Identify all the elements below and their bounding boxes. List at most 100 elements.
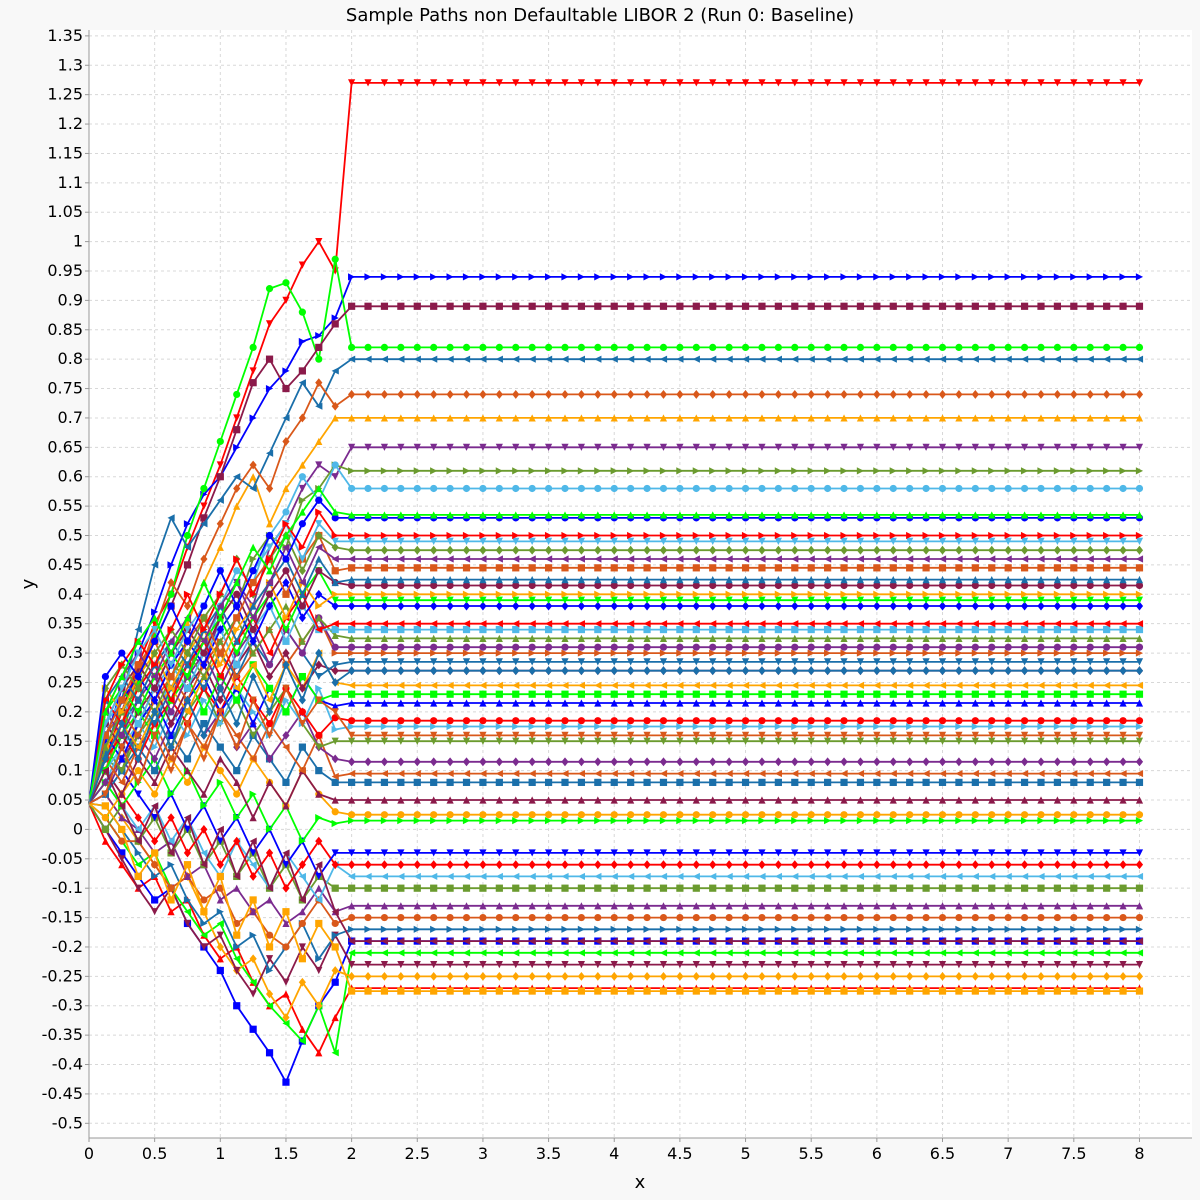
data-point: [380, 913, 389, 922]
data-point: [659, 443, 668, 451]
data-point: [1086, 722, 1094, 731]
data-point: [774, 649, 782, 657]
data-point: [544, 545, 553, 555]
data-point: [643, 343, 651, 352]
data-point: [692, 913, 700, 922]
x-tick-label: 1.5: [273, 1144, 298, 1163]
data-point: [315, 378, 323, 388]
data-point: [446, 971, 454, 981]
data-point: [528, 849, 536, 857]
data-point: [988, 545, 996, 555]
data-point: [528, 484, 536, 493]
data-point: [282, 908, 290, 916]
data-point: [577, 937, 586, 945]
data-point: [709, 531, 717, 540]
data-point: [544, 643, 553, 651]
data-point: [610, 620, 618, 628]
data-point: [544, 273, 553, 281]
data-point: [462, 971, 471, 981]
data-point: [512, 625, 520, 634]
data-point: [741, 531, 750, 540]
data-point: [462, 937, 471, 945]
data-point: [988, 722, 996, 731]
data-point: [479, 555, 487, 563]
data-point: [577, 884, 586, 892]
data-point: [610, 343, 618, 352]
data-point: [856, 273, 865, 281]
data-point: [315, 238, 323, 246]
data-point: [380, 581, 389, 590]
data-point: [200, 684, 208, 692]
data-point: [1037, 949, 1045, 957]
data-point: [413, 699, 421, 707]
data-point: [430, 722, 438, 731]
data-point: [856, 649, 865, 657]
data-point: [1037, 757, 1045, 767]
data-point: [610, 414, 618, 422]
data-point: [413, 849, 421, 857]
data-point: [462, 273, 471, 281]
data-point: [249, 708, 257, 716]
data-point: [544, 564, 553, 572]
data-point: [955, 467, 963, 475]
data-point: [380, 971, 389, 981]
y-tick-label: -0.4: [52, 1055, 83, 1074]
data-point: [512, 913, 520, 922]
data-point: [479, 467, 487, 475]
data-point: [774, 484, 782, 493]
data-point: [922, 796, 930, 804]
data-point: [971, 872, 979, 881]
data-point: [1004, 634, 1012, 642]
data-point: [544, 731, 553, 739]
data-point: [988, 79, 996, 87]
data-point: [725, 913, 733, 922]
data-point: [971, 884, 979, 892]
data-point: [938, 545, 947, 555]
data-point: [856, 722, 865, 731]
data-point: [692, 849, 700, 857]
data-point: [462, 634, 471, 642]
data-point: [265, 931, 274, 939]
data-point: [1070, 699, 1078, 707]
data-point: [889, 722, 897, 731]
data-point: [741, 971, 750, 981]
data-point: [430, 620, 438, 628]
data-point: [741, 620, 750, 628]
data-point: [643, 596, 651, 604]
data-point: [840, 811, 848, 819]
data-point: [380, 737, 389, 745]
data-point: [544, 722, 553, 731]
data-point: [512, 731, 520, 739]
data-point: [298, 590, 306, 598]
data-point: [265, 661, 274, 669]
data-point: [938, 643, 947, 651]
data-point: [610, 484, 618, 493]
data-point: [807, 937, 815, 945]
data-point: [1053, 555, 1062, 563]
data-point: [627, 925, 635, 933]
data-point: [118, 708, 126, 716]
data-point: [561, 860, 569, 870]
data-point: [1086, 545, 1094, 555]
data-point: [938, 971, 947, 981]
data-point: [938, 511, 947, 519]
data-point: [1086, 987, 1094, 995]
data-point: [462, 484, 471, 493]
data-point: [495, 79, 503, 87]
data-point: [856, 414, 865, 422]
y-tick-label: 1.15: [47, 143, 83, 162]
data-point: [873, 390, 881, 399]
data-point: [840, 443, 848, 451]
data-point: [741, 722, 750, 731]
data-point: [1053, 849, 1062, 857]
data-point: [479, 390, 487, 399]
data-point: [479, 699, 487, 707]
data-point: [528, 796, 536, 804]
x-tick-label: 7.5: [1061, 1144, 1086, 1163]
data-point: [397, 666, 405, 676]
data-point: [856, 581, 865, 590]
data-point: [561, 596, 569, 604]
data-point: [233, 1002, 241, 1010]
data-point: [348, 625, 356, 634]
data-point: [118, 849, 126, 857]
